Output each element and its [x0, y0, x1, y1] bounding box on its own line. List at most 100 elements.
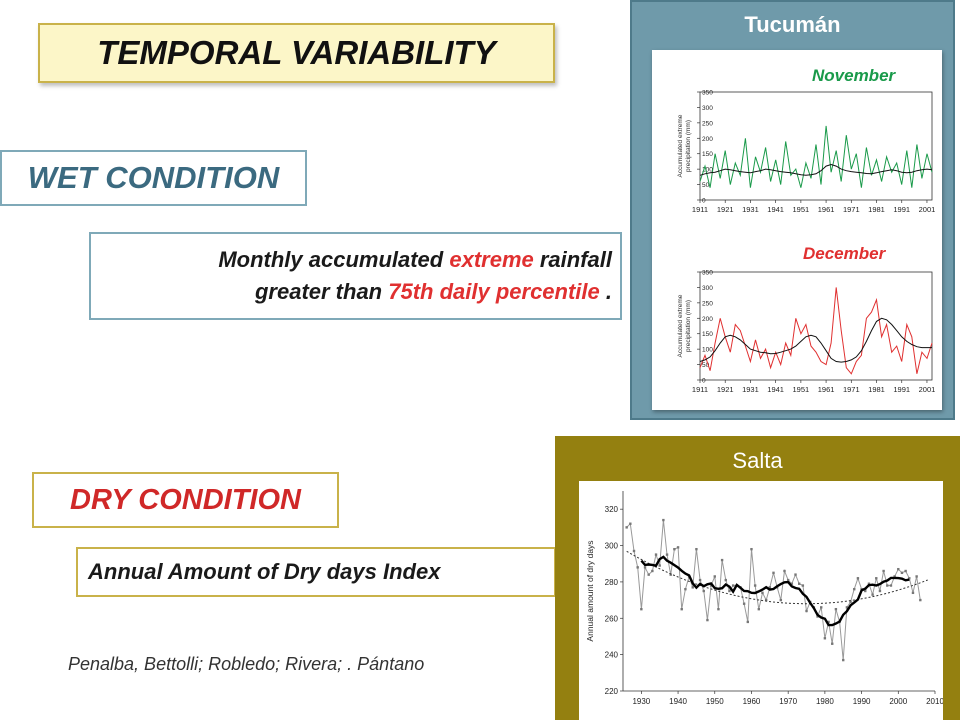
nov-x-tick-label: 1911 [692, 205, 708, 214]
salta-raw-point [856, 577, 860, 580]
salta-raw-point [647, 573, 650, 576]
dec-y-tick-label: 200 [702, 316, 713, 323]
nov-x-tick-label: 1931 [742, 205, 759, 214]
dec-raw-series [699, 287, 933, 375]
salta-x-tick-label: 1930 [632, 697, 650, 706]
salta-y-tick-label: 260 [605, 614, 619, 623]
salta-raw-point [720, 558, 724, 562]
salta-raw-point [768, 586, 772, 589]
salta-raw-point [676, 546, 680, 549]
salta-raw-point [853, 587, 856, 591]
dec-x-tick-label: 1981 [868, 385, 885, 394]
salta-raw-point [669, 573, 672, 576]
salta-raw-point [779, 598, 783, 602]
salta-raw-point [761, 591, 764, 595]
salta-raw-point [764, 598, 768, 602]
dry-condition-box: DRY CONDITION [32, 472, 339, 528]
desc-highlight-percentile: 75th daily percentile [388, 279, 600, 304]
nov-x-tick-label: 2001 [919, 205, 936, 214]
salta-ylabel: Annual amount of dry days [585, 540, 595, 641]
salta-raw-point [724, 578, 727, 582]
dec-x-tick-label: 1931 [742, 385, 759, 394]
dec-x-tick-label: 1961 [818, 385, 835, 394]
nov-x-tick-label: 1971 [843, 205, 860, 214]
salta-raw-point [691, 586, 694, 589]
salta-raw-point [684, 587, 687, 591]
salta-raw-point [908, 577, 911, 580]
salta-raw-point [753, 584, 757, 587]
salta-smoothed-series [640, 555, 910, 627]
dec-ylabel-2: precipitation (mm) [685, 300, 692, 352]
nov-ylabel-2: precipitation (mm) [685, 120, 692, 172]
salta-raw-point [889, 584, 893, 587]
desc-text: Monthly accumulated [218, 247, 450, 272]
salta-raw-point [658, 564, 661, 567]
dec-y-tick-label: 350 [702, 270, 713, 277]
nov-x-tick-label: 1991 [893, 205, 910, 214]
salta-title: Salta [732, 448, 783, 473]
salta-raw-point [665, 553, 669, 556]
salta-trend-line [626, 550, 928, 605]
salta-raw-point [919, 598, 922, 602]
salta-raw-point [713, 575, 716, 578]
salta-raw-point [794, 573, 797, 576]
december-label: December [803, 244, 886, 263]
salta-raw-point [673, 547, 676, 551]
salta-raw-point [915, 575, 918, 578]
dec-y-tick-label: 100 [702, 347, 713, 354]
dec-x-tick-label: 1941 [767, 385, 784, 394]
salta-y-tick-label: 280 [605, 578, 619, 587]
dec-x-tick-label: 2001 [919, 385, 936, 394]
salta-x-tick-label: 2010 [926, 697, 943, 706]
tucuman-title: Tucumán [744, 12, 841, 37]
salta-raw-point [897, 567, 900, 571]
salta-raw-point [893, 575, 896, 578]
wet-description-line-2: greater than 75th daily percentile . [91, 276, 612, 308]
salta-raw-point [709, 584, 713, 587]
salta-x-tick-label: 1990 [853, 697, 871, 706]
salta-raw-point [849, 600, 852, 604]
dec-ylabel-1: Accumulated extreme [677, 294, 684, 357]
wet-description-line-1: Monthly accumulated extreme rainfall [91, 244, 612, 276]
salta-raw-point [742, 602, 746, 605]
nov-y-tick-label: 50 [702, 182, 710, 189]
salta-raw-point [864, 589, 867, 593]
nov-ylabel-1: Accumulated extreme [677, 114, 684, 177]
salta-raw-point [783, 569, 786, 573]
salta-raw-point [831, 642, 834, 645]
salta-raw-point [625, 526, 628, 529]
nov-x-tick-label: 1961 [818, 205, 835, 214]
salta-raw-point [845, 606, 849, 609]
salta-chart-area: 220 240 260 280 300 320 1930 1940 1950 1960 1970 19… [579, 481, 944, 720]
salta-raw-point [823, 637, 827, 640]
salta-raw-point [632, 549, 636, 553]
salta-raw-point [640, 607, 643, 611]
nov-y-tick-label: 350 [702, 90, 713, 97]
salta-raw-point [680, 607, 683, 611]
salta-panel: Salta 220 240 260 280 300 320 1930 1940 1950 1960… [555, 436, 960, 720]
salta-raw-point [801, 584, 805, 587]
dry-condition-heading: DRY CONDITION [70, 483, 301, 516]
wet-condition-box: WET CONDITION [0, 150, 307, 206]
nov-smoothed-series [699, 163, 933, 176]
dec-smoothed-series [699, 317, 932, 363]
nov-y-tick-label: 300 [702, 105, 713, 112]
salta-x-tick-label: 1980 [816, 697, 834, 706]
nov-y-tick-label: 200 [702, 136, 713, 143]
december-chart: 0 50 100 150 200 250 300 350 1911 1921 1931 1941 195… [677, 270, 936, 395]
salta-raw-point [698, 578, 702, 582]
salta-raw-point [900, 571, 904, 575]
authors-credit: Penalba, Bettolli; Robledo; Rivera; . Pá… [68, 654, 425, 674]
november-chart: 0 50 100 150 200 250 300 350 1911 1921 1931 1941 195… [677, 90, 936, 215]
dec-x-tick-label: 1951 [793, 385, 810, 394]
dry-index-label: Annual Amount of Dry days Index [88, 559, 441, 584]
dec-x-tick-label: 1971 [843, 385, 860, 394]
dec-y-tick-label: 150 [702, 331, 713, 338]
dec-y-tick-label: 0 [702, 378, 706, 385]
salta-raw-point [717, 607, 720, 611]
tucuman-charts: November 0 50 100 150 200 250 300 350 1911 1921 19… [652, 50, 942, 410]
dec-plot-frame [699, 271, 933, 381]
salta-raw-point [750, 547, 753, 551]
salta-raw-point [746, 620, 749, 624]
salta-raw-point [827, 620, 830, 624]
